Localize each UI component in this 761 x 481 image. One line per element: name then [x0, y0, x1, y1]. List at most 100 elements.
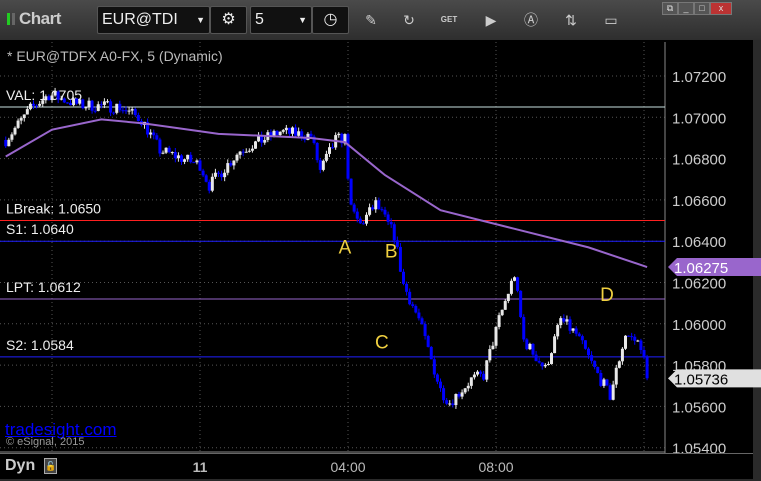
clock-button[interactable]: ◷: [312, 6, 349, 34]
candle: [207, 181, 211, 191]
lock-icon[interactable]: 🔓: [44, 458, 57, 474]
candle: [309, 133, 313, 137]
candle: [232, 160, 236, 166]
candle: [13, 127, 17, 135]
candle: [509, 280, 513, 294]
candle: [155, 135, 159, 140]
candle: [346, 134, 350, 179]
candle: [371, 207, 375, 210]
level-label: LBreak: 1.0650: [6, 201, 101, 217]
comment-icon[interactable]: ▭: [604, 12, 618, 28]
annotation-label: A: [339, 238, 352, 259]
pencil-icon[interactable]: ✎: [365, 12, 377, 28]
candle: [602, 379, 606, 386]
candle: [550, 353, 553, 365]
candle: [84, 107, 88, 109]
candle: [457, 394, 461, 397]
settings-gear-button[interactable]: ⚙: [210, 6, 247, 34]
y-tick-label: 1.06600: [672, 193, 726, 210]
candle: [62, 98, 66, 103]
candle: [318, 160, 322, 170]
candle: [439, 381, 442, 389]
maximize-icon[interactable]: □: [694, 2, 710, 15]
candle: [405, 283, 409, 292]
close-icon[interactable]: x: [710, 2, 732, 15]
candle: [580, 336, 584, 341]
candle: [608, 385, 612, 400]
alert-a-icon[interactable]: Ⓐ: [524, 12, 538, 28]
candle: [392, 224, 396, 241]
candle: [281, 130, 285, 132]
dynamic-mode-label[interactable]: Dyn: [5, 457, 36, 474]
chevron-down-icon[interactable]: ▼: [298, 15, 307, 25]
candle: [624, 335, 627, 349]
candle: [93, 110, 97, 112]
candle: [485, 360, 489, 380]
title-bar: Chart EUR@TDI ▼ ⚙ 5 ▼ ◷ ✎ ↻ GET ▶ Ⓐ ⇅ ▭ ⧉ …: [0, 0, 761, 40]
candle: [201, 170, 205, 176]
interval-input[interactable]: 5 ▼: [250, 6, 312, 34]
symbol-input[interactable]: EUR@TDI ▼: [97, 6, 210, 34]
candle: [568, 319, 572, 331]
candle: [10, 134, 14, 140]
candle: [519, 290, 523, 318]
candle: [642, 349, 646, 358]
chevron-down-icon[interactable]: ▼: [196, 15, 205, 25]
candle: [611, 384, 615, 400]
ma-price-tag-bg: [668, 258, 761, 277]
refresh-chart-icon[interactable]: ↻: [403, 12, 415, 28]
swap-icon[interactable]: ⇅: [565, 12, 577, 28]
candle: [528, 343, 532, 350]
candle: [72, 98, 76, 106]
candle: [596, 367, 600, 373]
candle: [543, 365, 547, 367]
app-title: Chart: [19, 9, 61, 28]
candle: [303, 138, 307, 140]
candle: [78, 99, 82, 104]
candle: [488, 349, 492, 361]
candle: [19, 118, 23, 121]
candle: [627, 335, 631, 337]
candle: [257, 135, 261, 142]
candle: [503, 301, 507, 310]
candle: [340, 133, 344, 144]
y-tick-label: 1.05600: [672, 399, 726, 416]
level-label: S1: 1.0640: [6, 221, 74, 237]
candle: [540, 362, 544, 367]
candle: [99, 104, 103, 106]
candle: [90, 100, 94, 111]
candle: [583, 340, 587, 349]
x-tick-label: 04:00: [330, 459, 366, 475]
watermark-link[interactable]: tradesight.com: [5, 420, 117, 439]
candle: [414, 306, 418, 313]
candle: [472, 374, 476, 378]
candle: [324, 153, 328, 161]
candle: [192, 162, 196, 164]
candle: [69, 102, 72, 106]
candle: [284, 127, 288, 131]
candle: [41, 100, 45, 104]
candle: [250, 148, 254, 151]
candle: [479, 371, 483, 374]
candle: [559, 318, 563, 326]
candle: [229, 163, 233, 166]
candle: [235, 154, 239, 161]
restore-icon[interactable]: ⧉: [662, 2, 678, 15]
time-axis-bar: Dyn 🔓 11 04:00 08:00: [0, 453, 753, 479]
candle: [16, 120, 20, 128]
candle: [112, 112, 116, 114]
candle: [636, 340, 640, 342]
candle: [389, 221, 393, 225]
play-icon[interactable]: ▶: [485, 12, 497, 28]
get-icon[interactable]: GET: [440, 15, 458, 24]
chart-subtitle: * EUR@TDFX A0-FX, 5 (Dynamic): [7, 48, 223, 64]
minimize-icon[interactable]: _: [678, 2, 694, 15]
candle: [22, 114, 26, 119]
candle: [263, 139, 267, 143]
candle: [380, 209, 384, 211]
candle: [398, 246, 402, 272]
candle: [466, 385, 470, 389]
candle: [463, 388, 467, 393]
x-tick-label: 08:00: [478, 459, 514, 475]
